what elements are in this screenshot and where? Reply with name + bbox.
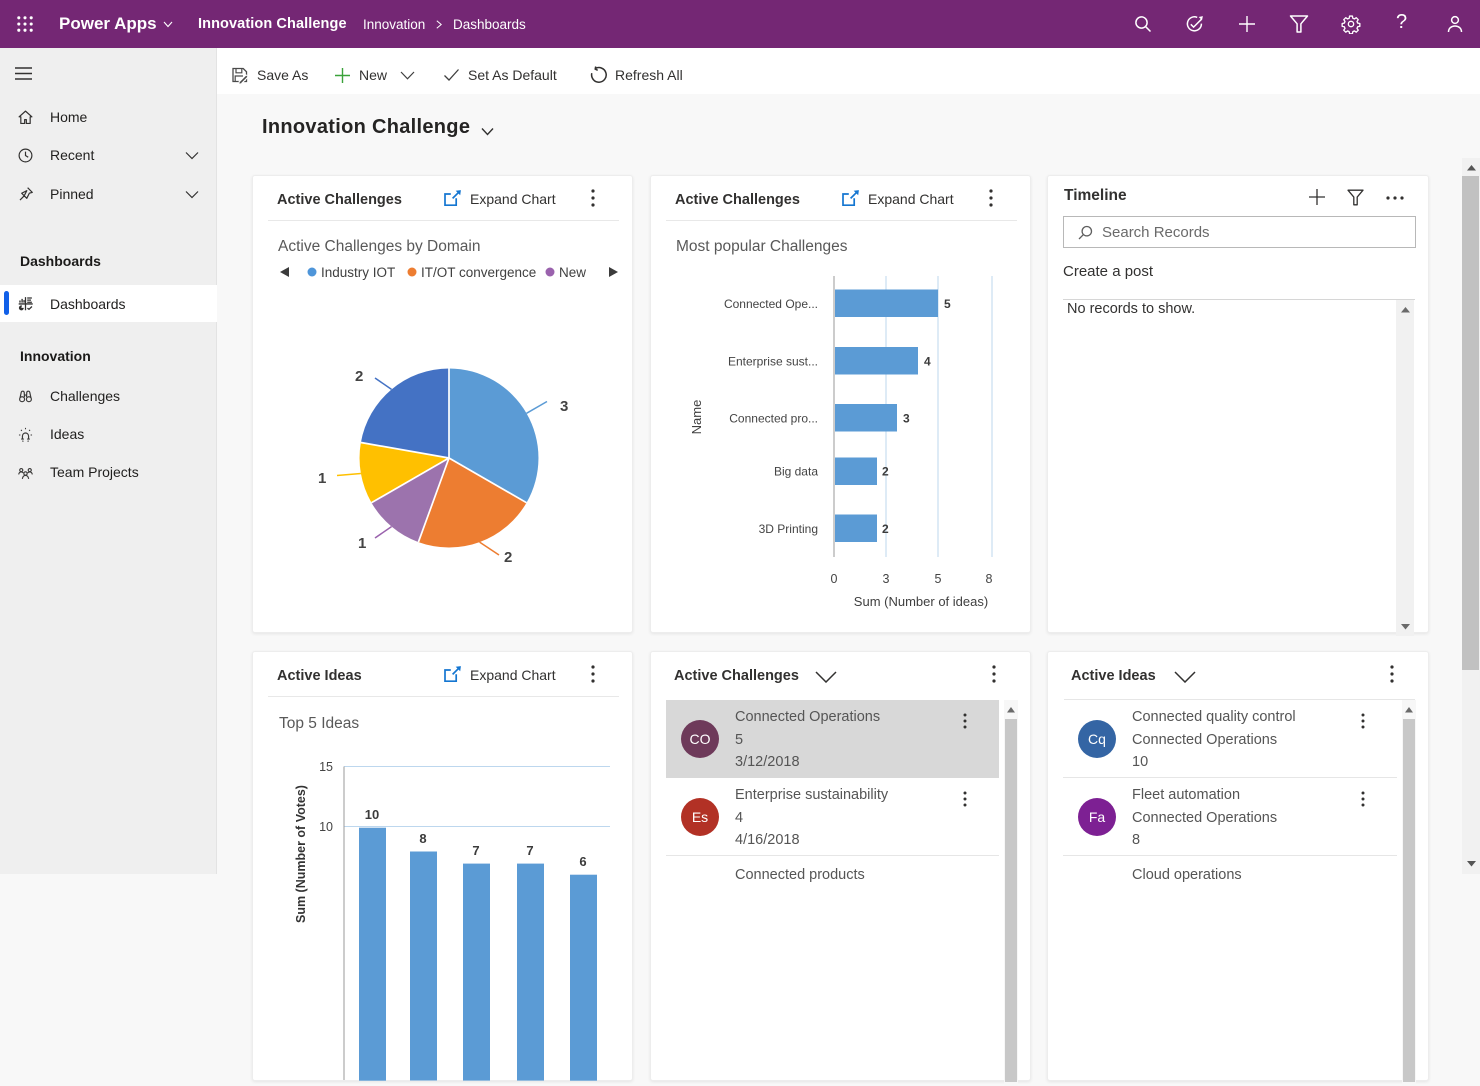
svg-text:1: 1: [318, 470, 326, 487]
svg-text:1: 1: [358, 535, 366, 552]
svg-text:New: New: [559, 265, 586, 280]
svg-text:3: 3: [560, 398, 568, 415]
svg-text:5: 5: [944, 297, 951, 311]
svg-text:2: 2: [355, 368, 363, 385]
svg-text:2: 2: [882, 465, 889, 479]
svg-text:Name: Name: [689, 400, 704, 435]
svg-text:10: 10: [319, 820, 333, 834]
svg-text:8: 8: [986, 572, 993, 586]
svg-text:Big data: Big data: [774, 465, 818, 479]
svg-text:7: 7: [472, 843, 479, 858]
svg-text:15: 15: [319, 760, 333, 774]
svg-text:3: 3: [883, 572, 890, 586]
svg-text:IT/OT convergence: IT/OT convergence: [421, 265, 536, 280]
svg-text:Enterprise sust...: Enterprise sust...: [728, 355, 818, 369]
svg-text:10: 10: [365, 807, 379, 822]
svg-text:7: 7: [526, 843, 533, 858]
svg-text:2: 2: [504, 549, 512, 566]
svg-text:8: 8: [419, 831, 426, 846]
svg-text:0: 0: [831, 572, 838, 586]
svg-text:Sum (Number of Votes): Sum (Number of Votes): [294, 785, 308, 923]
svg-text:Sum (Number of ideas): Sum (Number of ideas): [854, 594, 988, 609]
svg-text:4: 4: [924, 355, 931, 369]
svg-text:Connected pro...: Connected pro...: [729, 412, 818, 426]
svg-text:Industry IOT: Industry IOT: [321, 265, 395, 280]
svg-text:3D Printing: 3D Printing: [759, 522, 818, 536]
svg-text:5: 5: [935, 572, 942, 586]
svg-text:2: 2: [882, 522, 889, 536]
svg-text:3: 3: [903, 412, 910, 426]
svg-text:Connected Ope...: Connected Ope...: [724, 297, 818, 311]
svg-text:6: 6: [579, 854, 586, 869]
